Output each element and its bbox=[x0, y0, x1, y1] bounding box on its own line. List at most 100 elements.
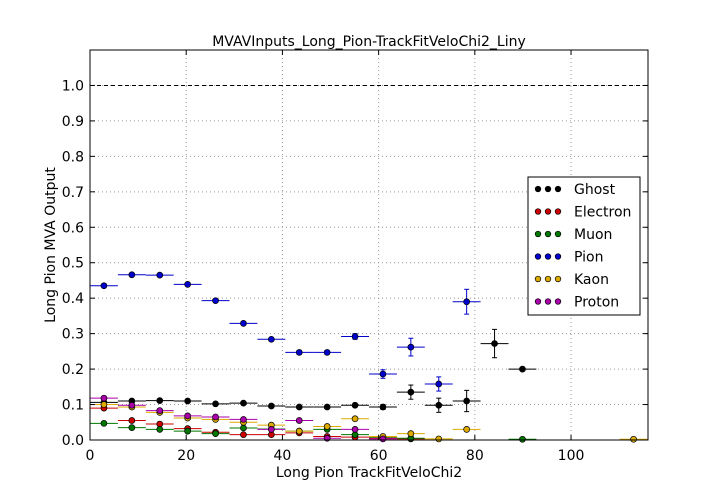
y-tick-label: 0.8 bbox=[62, 149, 84, 165]
data-point bbox=[351, 333, 359, 340]
legend-entry-muon: Muon bbox=[534, 227, 612, 243]
legend-marker bbox=[554, 275, 562, 283]
y-tick-label: 0.9 bbox=[62, 114, 84, 130]
data-point bbox=[128, 271, 136, 279]
x-tick-label: 0 bbox=[86, 448, 95, 464]
legend-label: Proton bbox=[574, 295, 619, 311]
legend-marker bbox=[554, 298, 562, 305]
axis-ticks: 0 20 40 60 80 100 0.0 0.1 0.2 0.3 0.4 0.5 0.6 0.7 0.8 0… bbox=[62, 50, 648, 464]
data-point bbox=[128, 417, 136, 424]
legend-marker bbox=[554, 208, 562, 215]
data-point bbox=[156, 271, 164, 279]
series-pion bbox=[90, 271, 481, 392]
data-point bbox=[240, 416, 247, 423]
legend-entry-ghost: Ghost bbox=[534, 182, 616, 198]
series-ghost bbox=[90, 328, 537, 413]
legend: Ghost Electron Muon Pion Kaon Proton bbox=[527, 176, 641, 316]
legend-label: Pion bbox=[574, 250, 603, 266]
data-point bbox=[184, 412, 191, 420]
data-point bbox=[240, 424, 247, 432]
x-tick-label: 20 bbox=[177, 448, 195, 464]
legend-marker bbox=[534, 230, 542, 238]
x-tick-label: 60 bbox=[370, 448, 388, 464]
data-point bbox=[323, 403, 331, 411]
data-point bbox=[295, 427, 303, 435]
y-tick-label: 0.7 bbox=[62, 185, 84, 201]
legend-marker bbox=[544, 230, 552, 238]
legend-marker bbox=[534, 275, 542, 283]
data-point bbox=[100, 282, 108, 290]
data-point bbox=[351, 426, 359, 433]
data-point bbox=[212, 400, 219, 408]
data-point bbox=[379, 403, 387, 411]
data-point bbox=[184, 427, 191, 435]
data-point bbox=[268, 402, 275, 410]
data-point bbox=[407, 388, 415, 396]
legend-marker bbox=[534, 185, 542, 193]
data-point bbox=[184, 397, 191, 405]
data-series bbox=[90, 271, 648, 443]
y-tick-label: 0.5 bbox=[62, 256, 84, 272]
data-point bbox=[156, 397, 164, 404]
data-point bbox=[128, 401, 136, 409]
y-tick-label: 0.0 bbox=[62, 433, 84, 449]
data-point bbox=[351, 415, 359, 423]
data-point bbox=[323, 349, 331, 356]
y-tick-label: 0.3 bbox=[62, 327, 84, 343]
y-axis-label: Long Pion MVA Output bbox=[43, 167, 59, 323]
data-point bbox=[519, 365, 526, 373]
legend-marker bbox=[534, 208, 542, 215]
legend-marker bbox=[544, 253, 552, 260]
data-point bbox=[240, 431, 247, 439]
x-tick-label: 80 bbox=[466, 448, 484, 464]
legend-marker bbox=[534, 298, 542, 305]
plot-frame bbox=[89, 49, 649, 441]
data-point bbox=[630, 435, 637, 443]
legend-label: Kaon bbox=[574, 272, 609, 288]
data-point bbox=[379, 370, 387, 378]
data-point bbox=[491, 340, 498, 347]
legend-marker bbox=[544, 298, 552, 305]
data-point bbox=[268, 426, 275, 433]
data-point bbox=[295, 349, 303, 356]
data-point bbox=[435, 435, 443, 443]
legend-marker bbox=[554, 185, 562, 193]
data-point bbox=[156, 426, 164, 433]
data-point bbox=[519, 435, 526, 443]
data-point bbox=[407, 343, 415, 351]
series-proton bbox=[90, 394, 397, 443]
data-point bbox=[323, 423, 331, 430]
data-point bbox=[268, 335, 275, 343]
legend-marker bbox=[544, 208, 552, 215]
data-point bbox=[212, 430, 219, 437]
y-tick-label: 0.6 bbox=[62, 220, 84, 236]
data-point bbox=[463, 426, 470, 433]
data-point bbox=[156, 407, 164, 414]
legend-marker bbox=[544, 275, 552, 283]
data-point bbox=[240, 399, 247, 407]
y-tick-label: 0.1 bbox=[62, 398, 84, 414]
data-point bbox=[379, 435, 387, 443]
data-point bbox=[212, 413, 219, 421]
legend-label: Muon bbox=[574, 227, 612, 243]
x-tick-label: 40 bbox=[273, 448, 291, 464]
data-point bbox=[407, 430, 415, 437]
x-axis-label: Long Pion TrackFitVeloChi2 bbox=[276, 465, 462, 481]
data-point bbox=[100, 401, 108, 408]
y-tick-label: 0.4 bbox=[62, 291, 84, 307]
chart-title: MVAVInputs_Long_Pion-TrackFitVeloChi2_Li… bbox=[212, 34, 526, 50]
y-tick-label: 0.2 bbox=[62, 362, 84, 378]
legend-entry-electron: Electron bbox=[534, 205, 631, 221]
legend-entry-pion: Pion bbox=[534, 250, 603, 266]
data-point bbox=[100, 394, 108, 402]
legend-marker bbox=[554, 230, 562, 238]
data-point bbox=[100, 419, 108, 427]
legend-marker bbox=[544, 185, 552, 193]
y-tick-label: 1.0 bbox=[62, 78, 84, 94]
legend-marker bbox=[554, 253, 562, 260]
data-point bbox=[351, 401, 359, 409]
x-tick-label: 100 bbox=[558, 448, 585, 464]
legend-marker bbox=[534, 253, 542, 260]
data-point bbox=[184, 281, 191, 288]
